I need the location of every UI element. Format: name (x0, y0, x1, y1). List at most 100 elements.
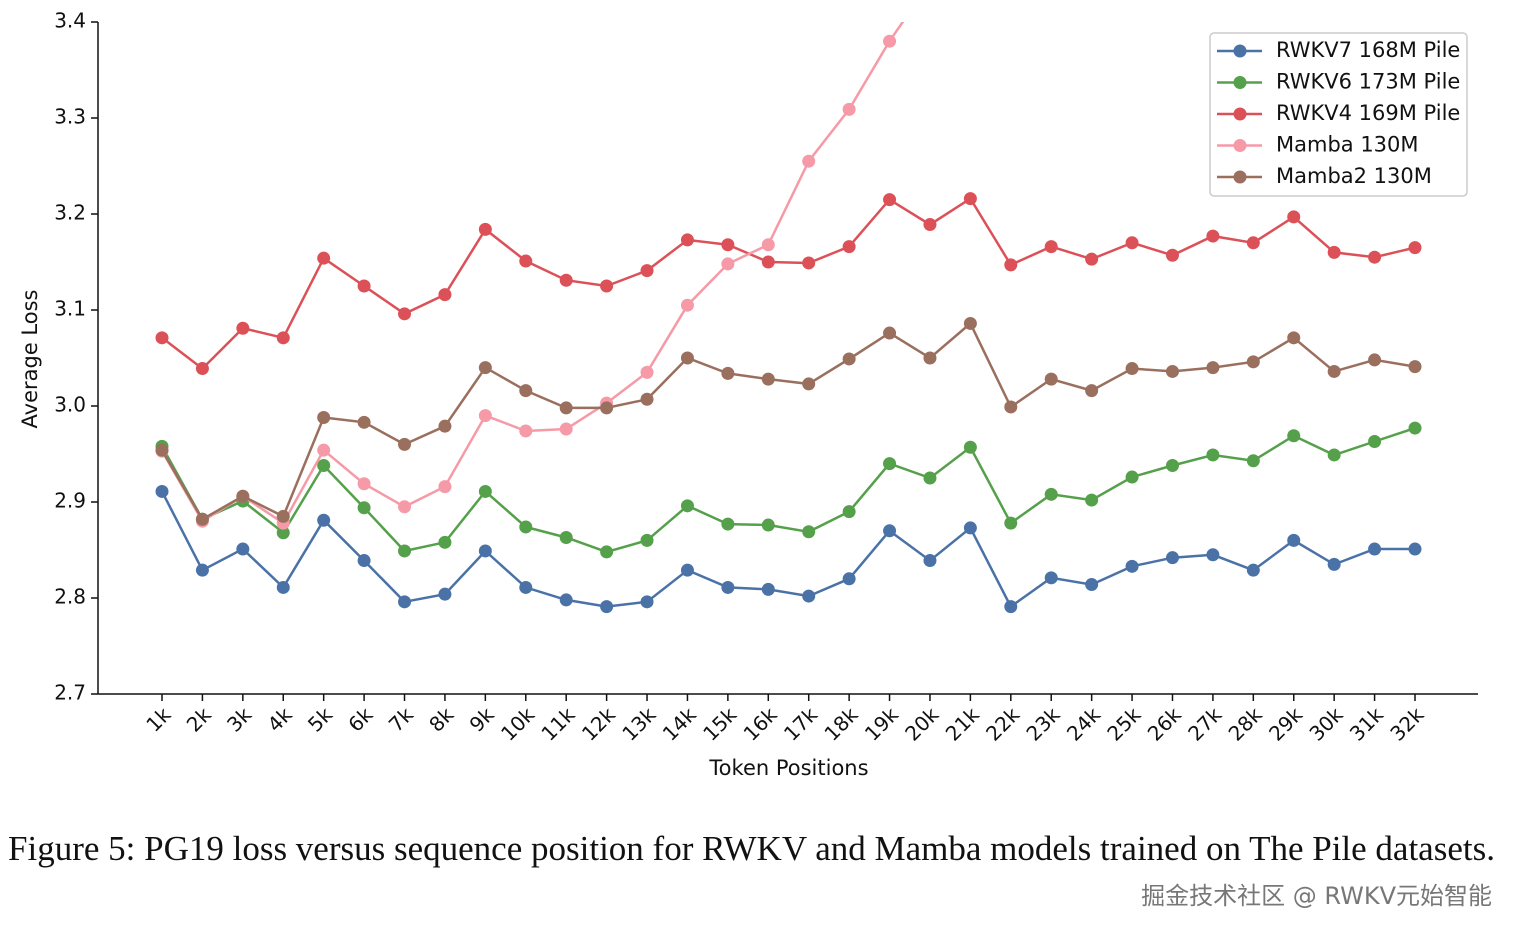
data-point (317, 411, 331, 425)
y-tick-label: 3.0 (54, 393, 86, 417)
data-point (802, 525, 816, 539)
data-point (640, 392, 654, 406)
data-point (1368, 250, 1382, 264)
data-point (1085, 578, 1099, 592)
x-tick-label: 1k (141, 702, 175, 736)
data-point (923, 351, 937, 365)
data-point (357, 477, 371, 491)
data-point (276, 526, 290, 540)
data-point (923, 218, 937, 232)
data-point (1206, 361, 1220, 375)
data-point (559, 273, 573, 287)
x-tick-label: 31k (1345, 702, 1388, 745)
x-tick-label: 3k (222, 702, 256, 736)
data-point (1004, 400, 1018, 414)
x-tick-label: 18k (819, 702, 862, 745)
data-point (236, 542, 250, 556)
x-tick-label: 29k (1264, 702, 1307, 745)
data-point (276, 580, 290, 594)
data-point (842, 505, 856, 519)
data-point (1125, 236, 1139, 250)
data-point (923, 471, 937, 485)
y-tick-label: 2.8 (54, 585, 86, 609)
x-tick-label: 26k (1143, 702, 1186, 745)
data-point (195, 362, 209, 376)
data-point (640, 365, 654, 379)
data-point (802, 256, 816, 270)
x-tick-label: 25k (1102, 702, 1145, 745)
data-point (357, 279, 371, 293)
data-point (761, 372, 775, 386)
legend-marker (1233, 139, 1247, 152)
data-point (155, 331, 169, 345)
data-point (721, 366, 735, 380)
series-line (160, 490, 1415, 609)
data-point (1327, 245, 1341, 259)
data-point (1246, 563, 1260, 577)
data-point (1368, 353, 1382, 367)
data-point (1125, 362, 1139, 376)
data-point (761, 518, 775, 532)
watermark: 掘金技术社区 @ RWKV元始智能 (1141, 882, 1492, 910)
data-point (963, 192, 977, 206)
data-point (883, 457, 897, 471)
x-tick-label: 20k (900, 702, 943, 745)
data-point (640, 595, 654, 609)
data-point (1044, 487, 1058, 501)
data-point (519, 520, 533, 534)
data-point (519, 254, 533, 268)
data-point (680, 563, 694, 577)
data-point (1408, 542, 1422, 556)
data-point (1368, 542, 1382, 556)
y-axis-label: Average Loss (18, 290, 42, 429)
plot-area (155, 22, 1422, 614)
x-tick-label: 23k (1021, 702, 1064, 745)
data-point (963, 316, 977, 330)
data-point (1408, 360, 1422, 374)
data-point (317, 459, 331, 473)
data-point (802, 589, 816, 603)
y-tick-label: 3.3 (54, 105, 86, 129)
data-point (317, 251, 331, 265)
data-point (478, 409, 492, 423)
data-point (1085, 384, 1099, 398)
data-point (357, 501, 371, 515)
data-point (519, 384, 533, 398)
data-point (559, 531, 573, 545)
y-tick-label: 2.7 (54, 681, 86, 705)
data-point (1246, 236, 1260, 250)
data-point (438, 535, 452, 549)
data-point (1125, 559, 1139, 573)
y-tick-label: 3.2 (54, 201, 86, 225)
x-tick-label: 17k (779, 702, 822, 745)
data-point (721, 238, 735, 252)
data-point (761, 238, 775, 252)
data-point (600, 545, 614, 559)
x-tick-label: 12k (577, 702, 620, 745)
data-point (1206, 229, 1220, 243)
data-point (1085, 493, 1099, 507)
chart: Token Positions Average Loss 2.7 2.8 2.9 3.… (18, 9, 1478, 780)
data-point (842, 240, 856, 254)
data-point (398, 500, 412, 514)
data-point (1165, 364, 1179, 378)
legend-label: RWKV4 169M Pile (1276, 101, 1460, 125)
legend-box (1209, 32, 1468, 197)
data-point (478, 361, 492, 375)
data-point (317, 443, 331, 457)
x-tick-label: 13k (617, 702, 660, 745)
data-point (1004, 516, 1018, 530)
series-line (161, 196, 1416, 371)
data-point (600, 600, 614, 614)
x-tick-label: 24k (1062, 702, 1105, 745)
series-line (160, 426, 1416, 554)
x-axis-label: Token Positions (708, 756, 868, 780)
data-point (478, 484, 492, 498)
data-point (519, 424, 533, 438)
data-point (195, 512, 209, 526)
data-point (1125, 470, 1139, 484)
data-point (1287, 210, 1301, 224)
y-tick-label: 3.4 (54, 9, 86, 33)
x-tick-label: 9k (465, 702, 499, 736)
